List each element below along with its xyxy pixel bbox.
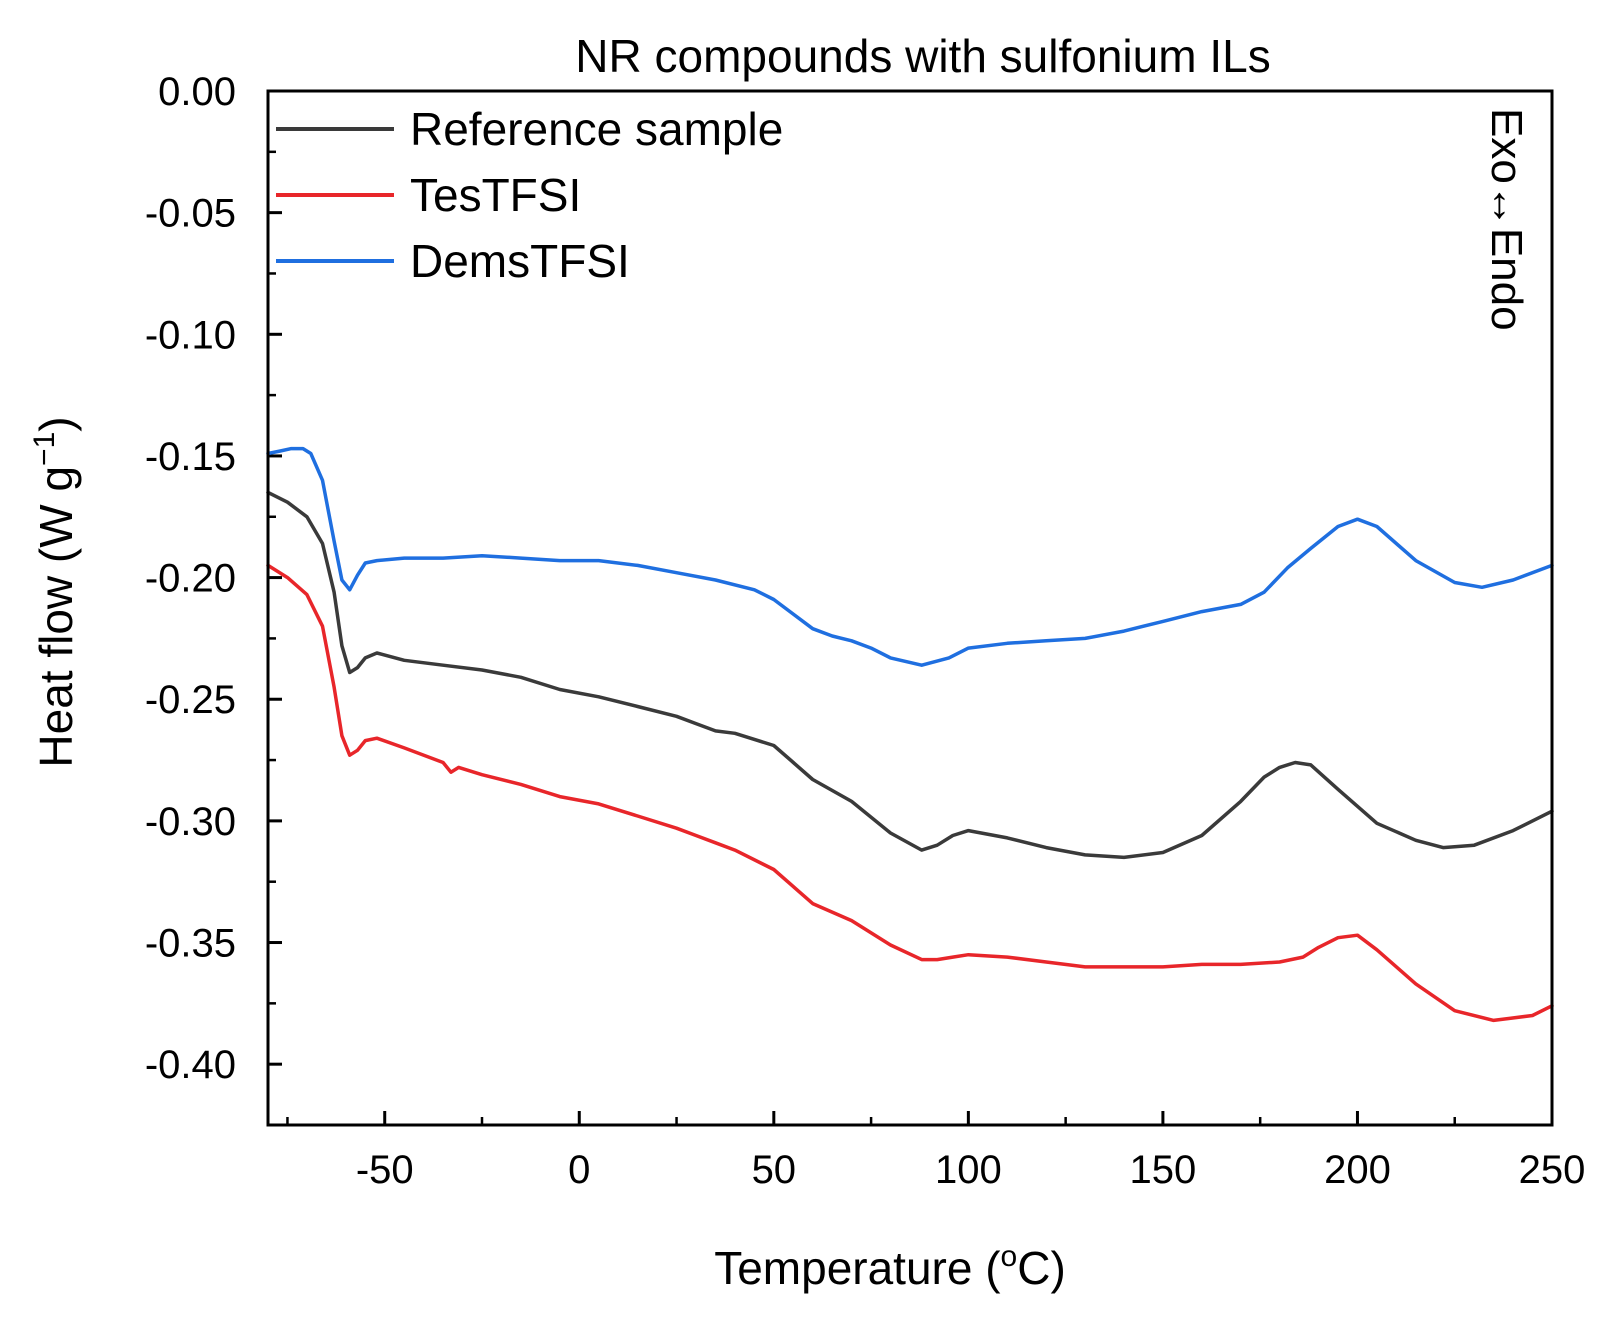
y-tick-label: -0.25 bbox=[145, 678, 236, 722]
x-tick-label: 250 bbox=[1519, 1148, 1586, 1192]
x-tick-label: 200 bbox=[1324, 1148, 1391, 1192]
exo-endo-annotation: Exo↔Endo bbox=[1482, 108, 1531, 331]
series-line-reference-sample bbox=[266, 490, 1554, 860]
y-tick-label: -0.20 bbox=[145, 557, 236, 601]
x-tick-label: 150 bbox=[1130, 1148, 1197, 1192]
legend-label: Reference sample bbox=[410, 103, 783, 155]
series-line-testfsi bbox=[266, 563, 1554, 1023]
x-axis-label: Temperature (oC) bbox=[714, 1240, 1066, 1294]
x-axis-label-sup: o bbox=[1001, 1240, 1018, 1273]
x-tick-label: -50 bbox=[356, 1148, 414, 1192]
series-group bbox=[266, 446, 1554, 1023]
x-axis-label-main: Temperature ( bbox=[714, 1242, 1001, 1294]
legend-label: TesTFSI bbox=[410, 169, 581, 221]
legend: Reference sample TesTFSI DemsTFSI bbox=[276, 103, 783, 287]
x-axis-label-tail: C) bbox=[1017, 1242, 1066, 1294]
y-axis-label-tail: ) bbox=[30, 416, 82, 431]
y-tick-label: -0.15 bbox=[145, 435, 236, 479]
y-tick-label: -0.30 bbox=[145, 800, 236, 844]
chart-title: NR compounds with sulfonium ILs bbox=[575, 30, 1270, 82]
x-tick-label: 0 bbox=[568, 1148, 590, 1192]
y-tick-label: -0.10 bbox=[145, 313, 236, 357]
legend-label: DemsTFSI bbox=[410, 235, 630, 287]
y-axis-label-main: Heat flow (W g bbox=[30, 466, 82, 768]
x-tick-label: 50 bbox=[752, 1148, 797, 1192]
plot-frame bbox=[266, 89, 1554, 1127]
y-axis-label-sup: −1 bbox=[28, 432, 61, 466]
y-tick-label: 0.00 bbox=[158, 70, 236, 114]
axes-group: -50 0 50 100 150 200 250 0.00 -0.05 -0.10 -0.15 -0.… bbox=[145, 70, 1586, 1192]
y-tick-label: -0.05 bbox=[145, 192, 236, 236]
y-tick-label: -0.35 bbox=[145, 922, 236, 966]
y-axis-label: Heat flow (W g−1) bbox=[28, 416, 82, 767]
y-tick-label: -0.40 bbox=[145, 1043, 236, 1087]
series-line-demstfsi bbox=[266, 446, 1554, 667]
x-tick-label: 100 bbox=[935, 1148, 1002, 1192]
